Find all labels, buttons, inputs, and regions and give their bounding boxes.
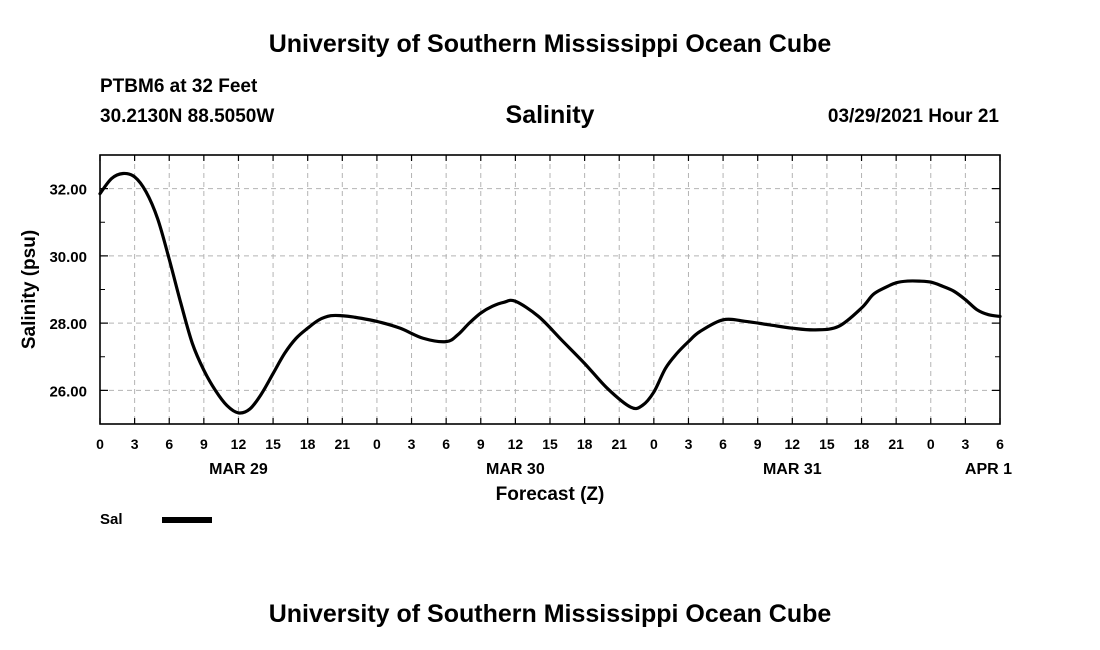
chart-variable-title: Salinity (505, 101, 595, 129)
x-tick-label: 18 (577, 436, 593, 452)
y-tick-label: 32.00 (49, 182, 87, 199)
x-tick-label: 6 (165, 436, 173, 452)
series-line-sal (98, 171, 1002, 415)
legend-label: Sal (100, 511, 123, 528)
x-tick-label: 12 (231, 436, 247, 452)
x-tick-label: 6 (719, 436, 727, 452)
x-tick-label: 9 (200, 436, 208, 452)
x-tick-label: 0 (650, 436, 658, 452)
station-coordinates: 30.2130N 88.5050W (100, 106, 275, 127)
date-label: APR 1 (965, 461, 1012, 478)
chart-title-bottom: University of Southern Mississippi Ocean… (268, 600, 832, 628)
x-tick-label: 6 (442, 436, 450, 452)
x-tick-label: 3 (131, 436, 139, 452)
y-axis-label: Salinity (psu) (19, 230, 40, 349)
station-label: PTBM6 at 32 Feet (100, 76, 258, 97)
y-tick-label: 28.00 (49, 316, 87, 333)
forecast-timestamp: 03/29/2021 Hour 21 (827, 106, 999, 127)
x-tick-label: 3 (961, 436, 969, 452)
x-tick-label: 0 (96, 436, 104, 452)
x-tick-label: 0 (927, 436, 935, 452)
x-tick-label: 15 (819, 436, 835, 452)
x-tick-label: 3 (685, 436, 693, 452)
x-axis-label: Forecast (Z) (496, 484, 605, 505)
x-tick-label: 9 (477, 436, 485, 452)
x-tick-label: 3 (408, 436, 416, 452)
x-tick-label: 15 (542, 436, 558, 452)
x-tick-label: 0 (373, 436, 381, 452)
x-tick-label: 18 (300, 436, 316, 452)
x-tick-label: 12 (785, 436, 801, 452)
x-tick-label: 15 (265, 436, 281, 452)
x-tick-label: 21 (611, 436, 627, 452)
x-tick-label: 21 (888, 436, 904, 452)
chart-title-top: University of Southern Mississippi Ocean… (268, 30, 832, 58)
date-label: MAR 30 (486, 461, 545, 478)
date-label: MAR 29 (209, 461, 268, 478)
x-tick-label: 12 (508, 436, 524, 452)
x-tick-label: 21 (335, 436, 351, 452)
date-label: MAR 31 (763, 461, 822, 478)
x-tick-label: 9 (754, 436, 762, 452)
x-tick-label: 18 (854, 436, 870, 452)
x-tick-label: 6 (996, 436, 1004, 452)
y-tick-label: 30.00 (49, 249, 87, 266)
y-tick-label: 26.00 (49, 383, 87, 400)
